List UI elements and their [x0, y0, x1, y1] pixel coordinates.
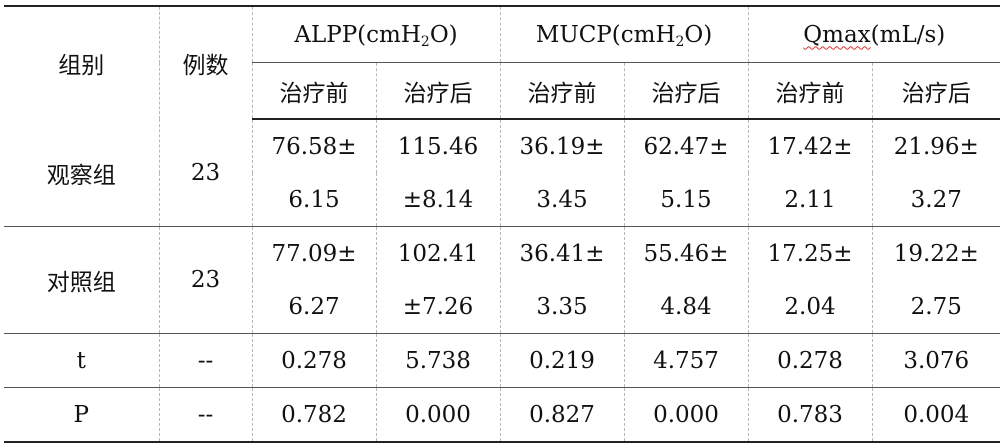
table-row: 对照组 23 77.09± 102.41 36.41± 55.46± 17.25…	[4, 226, 1001, 334]
count-header: 例数	[158, 5, 253, 119]
value-cell: 55.46±	[623, 226, 749, 280]
count-cell: --	[158, 387, 253, 443]
value-cell: 102.41	[375, 226, 501, 280]
value-cell: 3.076	[871, 333, 1001, 388]
qmax-after-header: 治疗后	[871, 62, 1001, 120]
table-row: 6.27 ±7.26 3.35 4.84 2.04 2.75	[4, 280, 1001, 334]
value-cell: 36.19±	[499, 119, 625, 173]
value-cell: 3.45	[499, 173, 625, 227]
stat-label: t	[4, 333, 160, 388]
qmax-header: Qmax(mL/s)	[747, 5, 1001, 63]
value-cell: ±7.26	[375, 280, 501, 334]
value-cell: 17.42±	[747, 119, 873, 173]
value-cell: 6.27	[251, 280, 377, 334]
value-cell: 76.58±	[251, 119, 377, 173]
count-cell: 23	[158, 226, 253, 334]
table-row: 观察组 23 76.58± 115.46 36.19± 62.47± 17.42…	[4, 119, 1001, 227]
alpp-after-header: 治疗后	[375, 62, 501, 120]
header-row-1: 组别 例数 ALPP(cmH2O) MUCP(cmH2O) Qmax(mL/s)	[4, 5, 1001, 119]
qmax-before-header: 治疗前	[747, 62, 873, 120]
value-cell: 2.04	[747, 280, 873, 334]
value-cell: 115.46	[375, 119, 501, 173]
group-cell: 对照组	[4, 226, 160, 334]
mucp-before-header: 治疗前	[499, 62, 625, 120]
value-cell: 6.15	[251, 173, 377, 227]
value-cell: 4.757	[623, 333, 749, 388]
value-cell: 0.004	[871, 387, 1001, 443]
value-cell: 0.278	[747, 333, 873, 388]
group-header: 组别	[4, 5, 160, 119]
group-cell: 观察组	[4, 119, 160, 227]
value-cell: 0.278	[251, 333, 377, 388]
value-cell: 5.15	[623, 173, 749, 227]
value-cell: 0.782	[251, 387, 377, 443]
value-cell: 0.000	[623, 387, 749, 443]
alpp-header: ALPP(cmH2O)	[251, 5, 501, 63]
value-cell: 2.75	[871, 280, 1001, 334]
value-cell: 2.11	[747, 173, 873, 227]
mucp-after-header: 治疗后	[623, 62, 749, 120]
value-cell: 36.41±	[499, 226, 625, 280]
stat-row-t: t -- 0.278 5.738 0.219 4.757 0.278 3.076	[4, 333, 1001, 388]
value-cell: 3.35	[499, 280, 625, 334]
count-cell: 23	[158, 119, 253, 227]
table-row: 6.15 ±8.14 3.45 5.15 2.11 3.27	[4, 173, 1001, 227]
value-cell: 19.22±	[871, 226, 1001, 280]
value-cell: 5.738	[375, 333, 501, 388]
value-cell: 21.96±	[871, 119, 1001, 173]
stat-row-p: P -- 0.782 0.000 0.827 0.000 0.783 0.004	[4, 387, 1001, 443]
count-cell: --	[158, 333, 253, 388]
value-cell: ±8.14	[375, 173, 501, 227]
comparison-table: 组别 例数 ALPP(cmH2O) MUCP(cmH2O) Qmax(mL/s)…	[4, 5, 1001, 443]
value-cell: 4.84	[623, 280, 749, 334]
value-cell: 0.000	[375, 387, 501, 443]
value-cell: 77.09±	[251, 226, 377, 280]
value-cell: 0.783	[747, 387, 873, 443]
value-cell: 17.25±	[747, 226, 873, 280]
value-cell: 0.219	[499, 333, 625, 388]
mucp-header: MUCP(cmH2O)	[499, 5, 749, 63]
value-cell: 3.27	[871, 173, 1001, 227]
value-cell: 0.827	[499, 387, 625, 443]
qmax-word: Qmax	[803, 21, 871, 48]
alpp-before-header: 治疗前	[251, 62, 377, 120]
stat-label: P	[4, 387, 160, 443]
value-cell: 62.47±	[623, 119, 749, 173]
header-row-2: 治疗前 治疗后 治疗前 治疗后 治疗前 治疗后	[4, 62, 1001, 120]
